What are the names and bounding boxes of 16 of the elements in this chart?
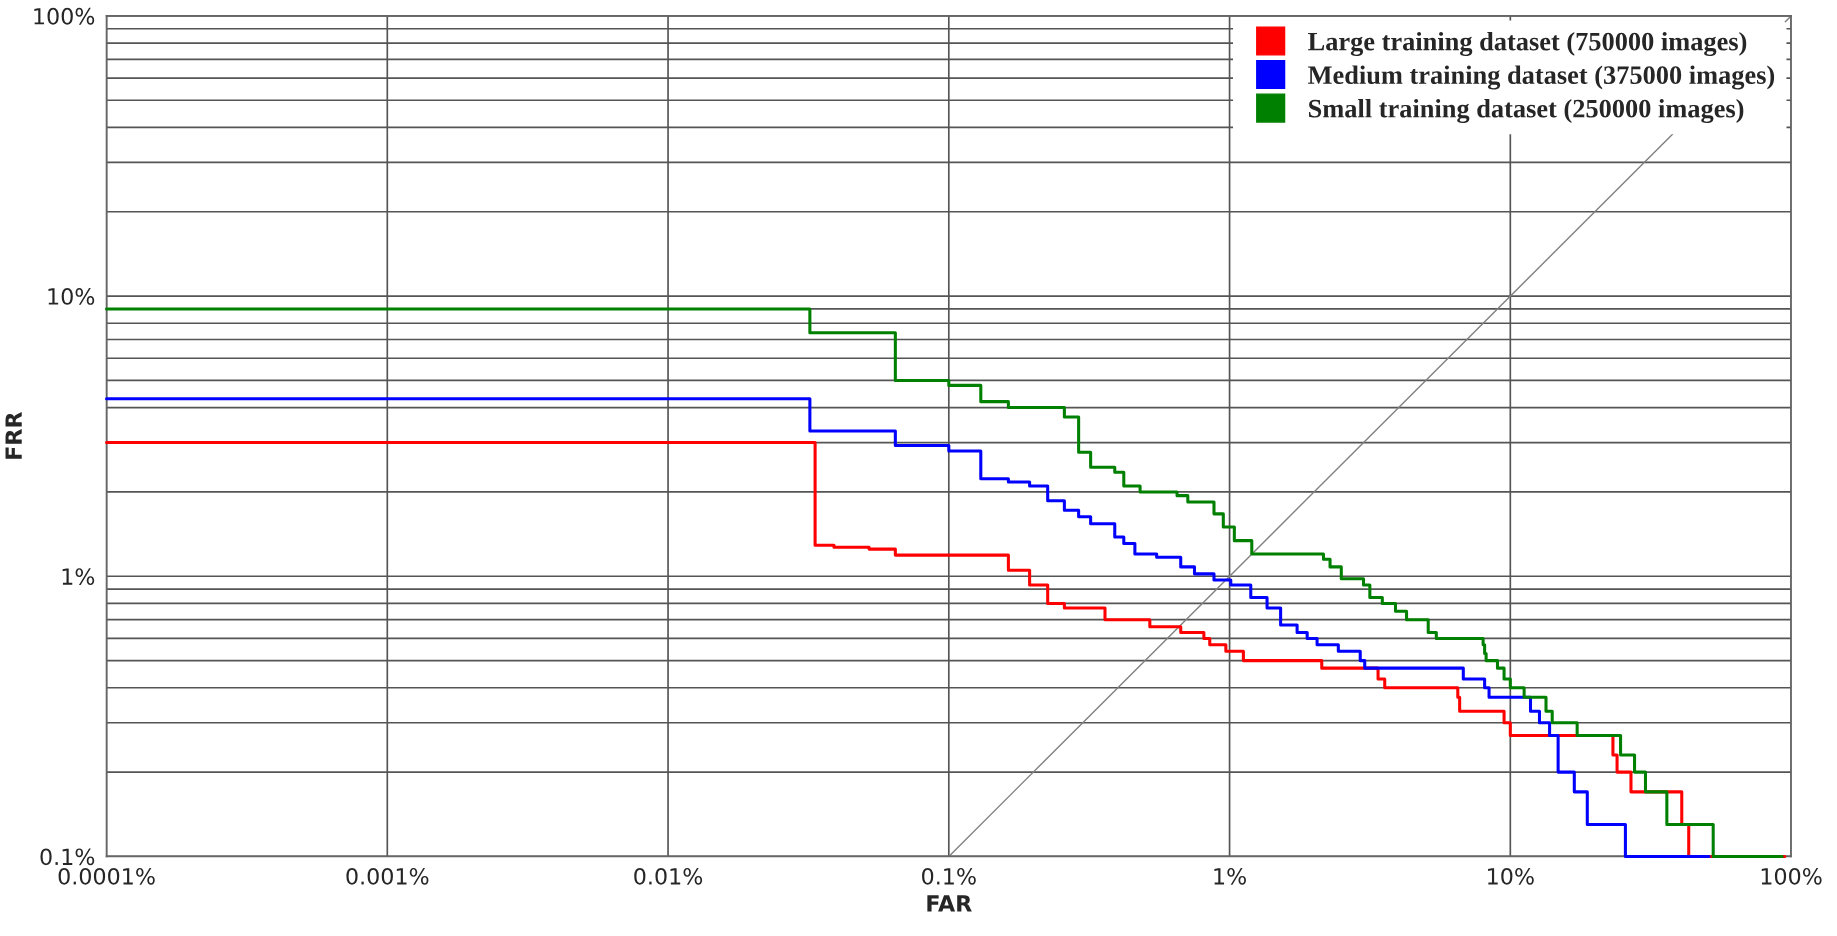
y-tick-label: 0.1% bbox=[40, 848, 95, 866]
y-tick-label: 100% bbox=[34, 7, 95, 25]
y-tick-label: 1% bbox=[62, 568, 95, 586]
y-tick-label: 10% bbox=[48, 288, 95, 305]
x-tick-label: 0.001% bbox=[346, 867, 429, 885]
legend-label: Large training dataset (750000 images) bbox=[1308, 31, 1747, 57]
x-axis-title: FAR bbox=[927, 895, 972, 912]
x-tick-label: 10% bbox=[1488, 867, 1534, 885]
y-axis-title: FRR bbox=[5, 411, 22, 459]
legend-label: Medium training dataset (375000 images) bbox=[1308, 65, 1775, 90]
legend-label: Small training dataset (250000 images) bbox=[1309, 98, 1744, 124]
x-tick-label: 0.01% bbox=[634, 867, 703, 885]
x-tick-label: 100% bbox=[1761, 867, 1822, 885]
x-tick-label: 0.1% bbox=[922, 867, 976, 885]
x-tick-label: 0.0001% bbox=[58, 867, 155, 885]
x-tick-label: 1% bbox=[1214, 867, 1246, 885]
